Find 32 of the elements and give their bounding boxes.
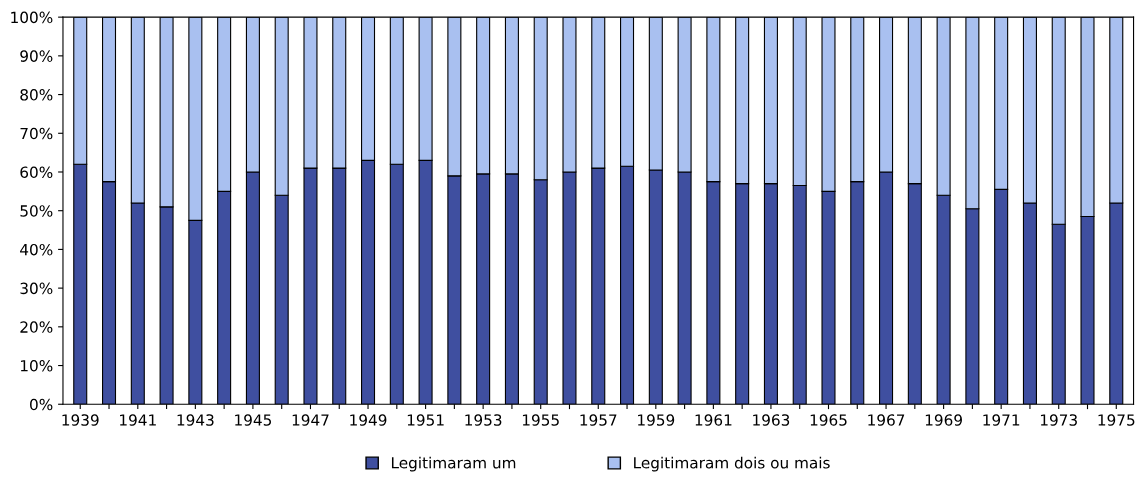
x-tick-label: 1951 — [407, 414, 444, 426]
x-tick-label: 1961 — [695, 414, 732, 426]
x-tick-label: 1953 — [465, 414, 502, 426]
x-tick-label: 1971 — [983, 414, 1020, 426]
x-tick-label: 1965 — [810, 414, 847, 426]
x-tick-label: 1947 — [292, 414, 329, 426]
x-tick-label: 1967 — [868, 414, 905, 426]
x-tick-label: 1957 — [580, 414, 617, 426]
x-tick-label: 1941 — [120, 414, 156, 426]
y-tick-label: 40% — [20, 243, 53, 256]
y-tick-label: 60% — [20, 166, 53, 179]
legend-label: Legitimaram dois ou mais — [634, 456, 830, 472]
legend-label: Legitimaram um — [391, 456, 516, 472]
x-tick-label: 1973 — [1040, 414, 1077, 426]
y-tick-label: 50% — [20, 205, 53, 217]
y-tick-label: 80% — [20, 89, 53, 101]
y-tick-label: 30% — [20, 282, 53, 295]
x-tick-label: 1945 — [235, 414, 272, 426]
x-tick-label: 1949 — [350, 414, 387, 426]
y-tick-label: 90% — [20, 50, 53, 62]
x-tick-label: 1963 — [753, 414, 790, 426]
y-tick-label: 10% — [20, 360, 53, 372]
y-tick-label: 20% — [20, 321, 53, 333]
y-tick-label: 70% — [20, 127, 53, 140]
x-tick-label: 1975 — [1098, 414, 1135, 426]
x-tick-label: 1969 — [925, 414, 962, 426]
x-tick-label: 1959 — [638, 414, 675, 426]
x-tick-label: 1955 — [522, 414, 559, 426]
x-tick-label: 1939 — [62, 414, 99, 426]
y-tick-label: 100% — [11, 11, 53, 24]
x-tick-label: 1943 — [177, 414, 214, 426]
y-tick-label: 0% — [30, 398, 53, 411]
